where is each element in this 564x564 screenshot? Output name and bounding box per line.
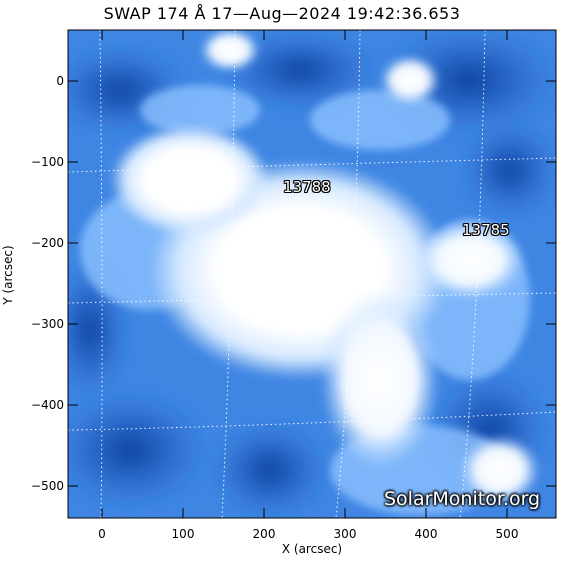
active-region-label: 13788 (283, 178, 331, 196)
axis-ticks (68, 30, 556, 518)
x-tick-label: 200 (252, 527, 276, 541)
x-tick-label: 500 (495, 527, 519, 541)
y-tick-label: −100 (31, 155, 64, 169)
y-tick-label: 0 (56, 74, 64, 88)
x-tick-label: 400 (414, 527, 438, 541)
euv-image (68, 30, 556, 518)
y-tick-label: −500 (31, 479, 64, 493)
image-title: SWAP 174 Å 17—Aug—2024 19:42:36.653 (103, 4, 461, 23)
y-tick-label: −300 (31, 317, 64, 331)
y-tick-label: −400 (31, 398, 64, 412)
x-axis-label: X (arcsec) (281, 542, 343, 556)
y-tick-label: −200 (31, 236, 64, 250)
x-tick-label: 0 (98, 527, 106, 541)
active-region-label: 13785 (462, 221, 510, 239)
x-tick-label: 100 (171, 527, 195, 541)
y-axis-label: Y (arcsec) (1, 245, 15, 305)
plot-frame (67, 29, 557, 519)
x-tick-label: 300 (333, 527, 357, 541)
credit-watermark: SolarMonitor.org (384, 488, 541, 510)
